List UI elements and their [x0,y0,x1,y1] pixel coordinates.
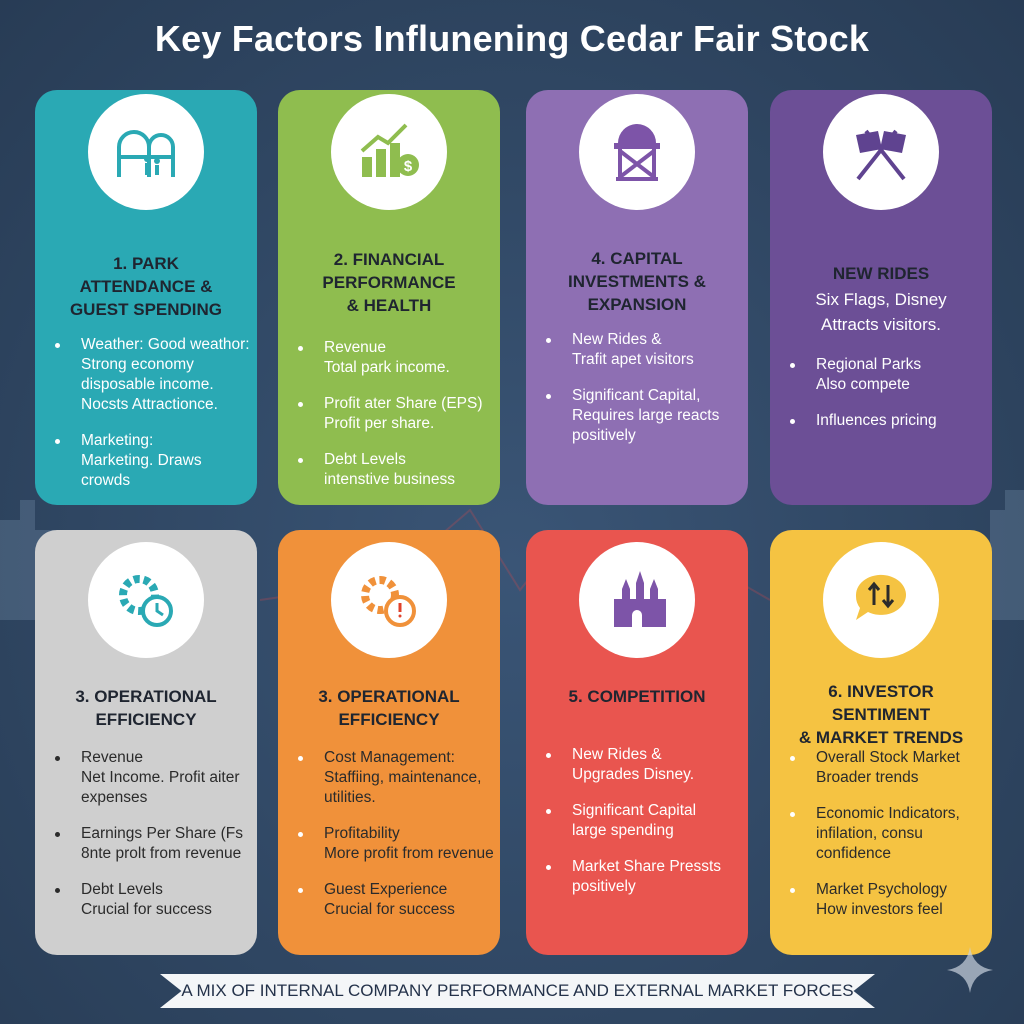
card-subtitle-line: Attracts visitors. [821,315,941,334]
icon-circle [88,94,204,210]
factor-card: 1. PARK ATTENDANCE & GUEST SPENDING Weathe… [35,90,257,505]
card-title: 3. OPERATIONAL EFFICIENCY [286,685,492,731]
crossed-flags-icon [856,129,906,181]
icon-circle: $ [331,94,447,210]
bullet-item: Cost Management: Staffiing, maintenance, u… [292,748,496,808]
card-title-line: PERFORMANCE [322,273,456,292]
bullet-list: Weather: Good weathor: Strong economy disp… [49,335,253,505]
card-title: 6. INVESTOR SENTIMENT & MARKET TRENDS [778,680,984,749]
gear-clock-icon [119,575,173,627]
construction-tower-icon [614,124,660,181]
card-title-line: 3. OPERATIONAL [75,687,217,706]
card-title: NEW RIDES [778,262,984,285]
card-title-line: & MARKET TRENDS [798,728,964,747]
card-title-line: EFFICIENCY [95,710,197,729]
factor-card: $ 2. FINANCIAL PERFORMANCE & HEALTH Revenu… [278,90,500,505]
bullet-item: Revenue Net Income. Profit aiter expenses [49,748,253,808]
card-subtitle-line: Six Flags, Disney [815,290,947,309]
bullet-item: Debt Levels intenstive business [292,450,496,490]
card-title: 2. FINANCIAL PERFORMANCE & HEALTH [286,248,492,317]
card-title-line: 2. FINANCIAL [333,250,445,269]
bullet-list: Revenue Net Income. Profit aiter expenses E… [49,748,253,936]
card-title-line: EFFICIENCY [338,710,440,729]
bullet-item: Regional Parks Also compete [784,355,988,395]
card-title-line: 6. INVESTOR SENTIMENT [828,682,934,724]
bullet-item: Guest Experience Crucial for success [292,880,496,920]
card-title-line: & HEALTH [346,296,432,315]
card-title-line: 3. OPERATIONAL [318,687,460,706]
card-title-line: EXPANSION [587,295,687,314]
card-title: 4. CAPITAL INVESTMENTS & EXPANSION [534,247,740,316]
page-title: Key Factors Influnening Cedar Fair Stock [154,18,870,59]
card-title-line: 4. CAPITAL [591,249,683,268]
bullet-list: Regional Parks Also compete Influences pri… [784,355,988,447]
bullet-item: Significant Capital large spending [540,801,744,841]
speech-bubble-arrows-icon [855,574,906,620]
bullet-item: Market Psychology How investors feel [784,880,988,920]
card-title: 5. COMPETITION [534,685,740,708]
bullet-item: Influences pricing [784,411,988,431]
card-title-line: ATTENDANCE & [79,277,213,296]
footer-banner: A MIX OF INTERNAL COMPANY PERFORMANCE AN… [160,974,875,1008]
bullet-item: Economic Indicators, infilation, consu co… [784,804,988,864]
card-title-line: GUEST SPENDING [69,300,223,319]
icon-circle [823,542,939,658]
factor-card: NEW RIDES Six Flags, Disney Attracts visi… [770,90,992,505]
icon-circle [331,542,447,658]
factor-card: 3. OPERATIONAL EFFICIENCY Revenue Net Inco… [35,530,257,955]
bullet-item: Debt Levels Crucial for success [49,880,253,920]
bullet-item: Profit ater Share (EPS) Profit per share. [292,394,496,434]
factor-card: 5. COMPETITION New Rides & Upgrades Disne… [526,530,748,955]
card-title-line: 1. PARK [113,254,179,273]
factor-card: 3. OPERATIONAL EFFICIENCY Cost Management… [278,530,500,955]
factor-card: 4. CAPITAL INVESTMENTS & EXPANSION New Rid… [526,90,748,505]
bullet-item: Revenue Total park income. [292,338,496,378]
icon-circle [88,542,204,658]
growth-chart-dollar-icon: $ [360,123,419,177]
bullet-item: New Rides & Upgrades Disney. [540,745,744,785]
bullet-item: Earnings Per Share (Fs 8nte prolt from re… [49,824,253,864]
bullet-item: Weather: Good weathor: Strong economy disp… [49,335,253,415]
castle-icon [614,571,666,627]
svg-text:$: $ [404,158,413,175]
roller-coaster-icon [117,130,175,177]
factor-card: 6. INVESTOR SENTIMENT & MARKET TRENDS Ove… [770,530,992,955]
bullet-list: Revenue Total park income. Profit ater Sha… [292,338,496,505]
bullet-list: New Rides & Upgrades Disney. Significant C… [540,745,744,913]
card-title-line: NEW RIDES [832,264,930,283]
card-subtitle: Six Flags, Disney Attracts visitors. [778,287,984,337]
bullet-item: New Rides & Trafit apet visitors [540,330,744,370]
card-title-line: 5. COMPETITION [568,687,706,706]
card-title-line: INVESTMENTS & [568,272,706,291]
icon-circle [579,94,695,210]
bullet-item: Marketing: Marketing. Draws crowds [49,431,253,491]
bullet-item: Profitability More profit from revenue [292,824,496,864]
icon-circle [823,94,939,210]
bullet-item: Significant Capital, Requires large react… [540,386,744,446]
card-title: 3. OPERATIONAL EFFICIENCY [43,685,249,731]
bullet-item: Overall Stock Market Broader trends [784,748,988,788]
gear-stopwatch-icon [361,576,416,627]
bullet-item: Market Share Pressts positively [540,857,744,897]
card-title: 1. PARK ATTENDANCE & GUEST SPENDING [43,252,249,321]
bullet-list: Cost Management: Staffiing, maintenance, u… [292,748,496,936]
icon-circle [579,542,695,658]
bullet-list: Overall Stock Market Broader trends Econom… [784,748,988,936]
sparkle-icon [947,947,993,993]
bullet-list: New Rides & Trafit apet visitors Significa… [540,330,744,462]
